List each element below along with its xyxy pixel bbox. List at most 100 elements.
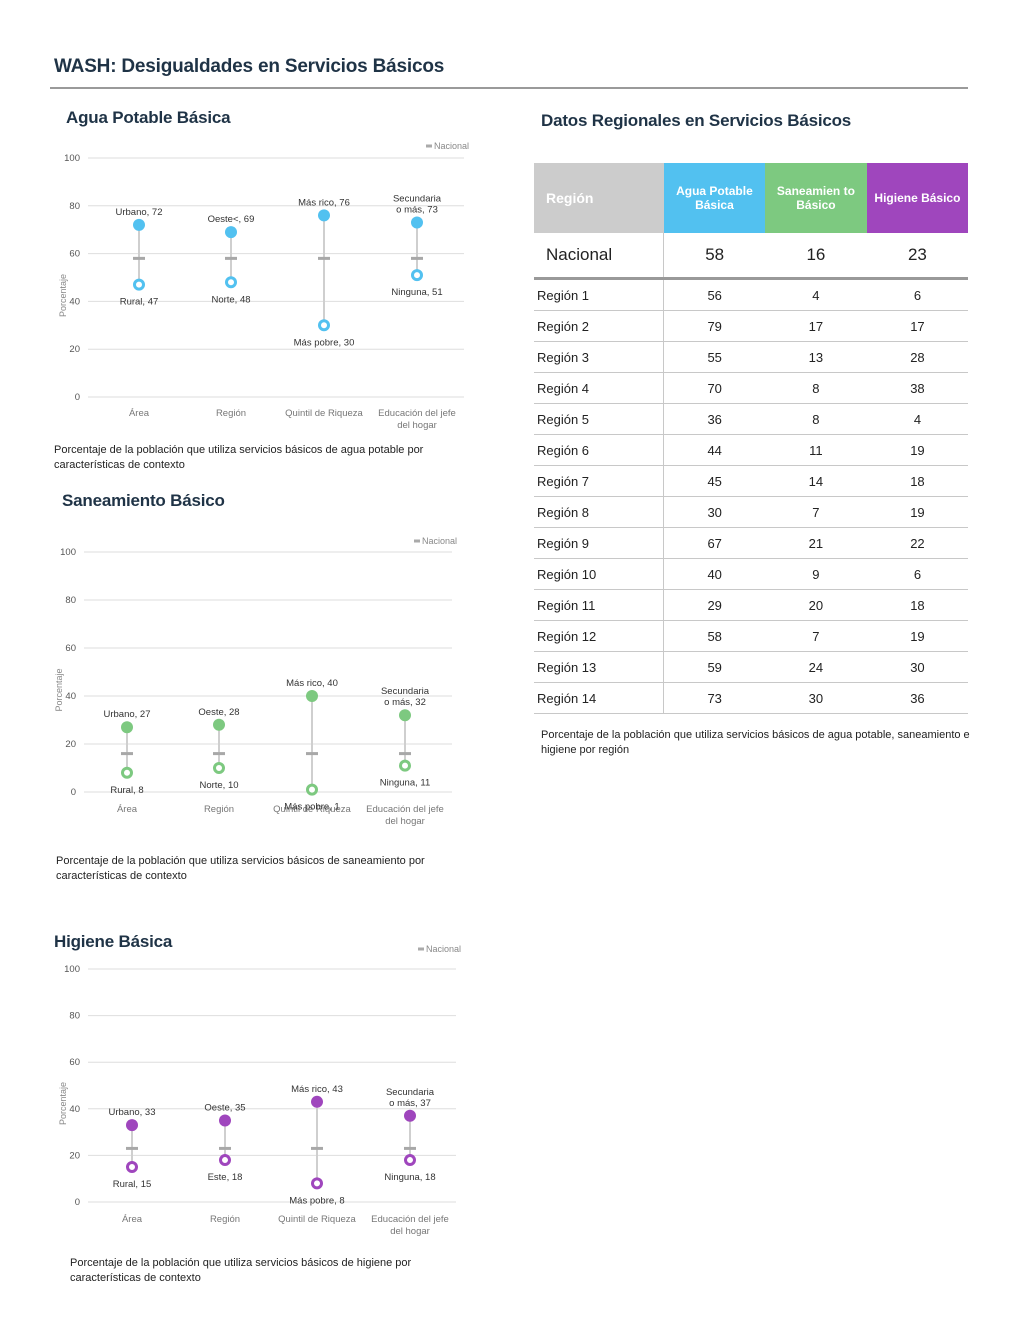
cell-agua: 58 [664,233,765,279]
cell-higiene: 4 [867,404,968,435]
caption-higiene: Porcentaje de la población que utiliza s… [70,1256,440,1286]
table-row: Región 11 29 20 18 [534,590,968,621]
low-point [135,280,144,289]
cell-region: Región 5 [534,404,664,435]
y-tick-label: 0 [75,392,80,403]
legend-national-label: Nacional [422,536,457,546]
cell-saneamiento: 7 [765,621,867,652]
cell-higiene: 19 [867,497,968,528]
y-tick-label: 20 [65,739,76,750]
low-point-label: Este, 18 [208,1172,243,1183]
x-tick-label: Región [216,408,246,419]
y-tick-label: 100 [64,964,80,975]
cell-higiene: 22 [867,528,968,559]
y-tick-label: 60 [69,249,80,260]
low-point-label: Ninguna, 18 [384,1172,435,1183]
low-point [215,764,224,773]
high-point-label: Oeste, 28 [198,707,239,718]
cell-agua: 29 [664,590,765,621]
high-point [219,1114,231,1126]
high-point-label: Más rico, 76 [298,197,350,208]
y-tick-label: 80 [69,1011,80,1022]
title-divider [50,87,968,89]
caption-agua: Porcentaje de la población que utiliza s… [54,443,444,473]
high-point [133,219,145,231]
cell-agua: 30 [664,497,765,528]
y-tick-label: 40 [69,1104,80,1115]
cell-higiene: 19 [867,621,968,652]
cell-region: Región 8 [534,497,664,528]
high-point-label: Más rico, 40 [286,678,338,689]
cell-saneamiento: 14 [765,466,867,497]
cell-region: Región 11 [534,590,664,621]
high-point [126,1119,138,1131]
cell-higiene: 18 [867,466,968,497]
y-tick-label: 20 [69,1150,80,1161]
table-row-national: Nacional 58 16 23 [534,233,968,279]
high-point-label: Más rico, 43 [291,1084,343,1095]
cell-saneamiento: 13 [765,342,867,373]
y-tick-label: 40 [65,691,76,702]
y-axis-label: Porcentaje [58,274,68,317]
cell-agua: 79 [664,311,765,342]
cell-saneamiento: 9 [765,559,867,590]
cell-saneamiento: 30 [765,683,867,714]
table-header-row: Región Agua Potable Básica Saneamien to … [534,163,968,233]
low-point [320,321,329,330]
cell-region: Región 1 [534,279,664,311]
y-tick-label: 60 [69,1057,80,1068]
low-point [413,271,422,280]
high-point [121,721,133,733]
cell-region: Región 14 [534,683,664,714]
header-agua: Agua Potable Básica [664,163,765,233]
y-tick-label: 0 [75,1197,80,1208]
y-tick-label: 60 [65,643,76,654]
x-tick-label: Área [117,804,138,815]
low-point-label: Ninguna, 51 [391,287,442,298]
cell-region: Región 6 [534,435,664,466]
high-point-label: Secundaria o más, 32 [381,686,430,708]
cell-agua: 67 [664,528,765,559]
cell-saneamiento: 21 [765,528,867,559]
low-point-label: Rural, 15 [113,1179,152,1190]
table-row: Región 6 44 11 19 [534,435,968,466]
high-point-label: Secundaria o más, 37 [386,1087,435,1109]
high-point [399,709,411,721]
cell-agua: 56 [664,279,765,311]
legend-national-label: Nacional [434,141,469,151]
chart-higiene: 020406080100PorcentajeNacionalÁrea Región… [40,938,480,1243]
x-tick-label: Quintil de Riqueza [285,408,363,419]
low-point-label: Ninguna, 11 [380,778,431,789]
x-tick-label: Región [210,1214,240,1225]
header-higiene: Higiene Básico [867,163,968,233]
table-row: Región 3 55 13 28 [534,342,968,373]
low-point [401,761,410,770]
cell-region: Región 7 [534,466,664,497]
table-row: Región 9 67 21 22 [534,528,968,559]
y-tick-label: 20 [69,344,80,355]
high-point [213,719,225,731]
low-point [406,1156,415,1165]
high-point [225,226,237,238]
table-row: Región 4 70 8 38 [534,373,968,404]
cell-region: Región 9 [534,528,664,559]
cell-region: Nacional [534,233,664,279]
high-point-label: Urbano, 27 [103,709,150,720]
y-tick-label: 80 [69,201,80,212]
cell-region: Región 2 [534,311,664,342]
y-tick-label: 100 [64,153,80,164]
low-point [123,768,132,777]
cell-region: Región 4 [534,373,664,404]
table-row: Región 5 36 8 4 [534,404,968,435]
x-tick-label: Área [122,1214,143,1225]
low-point [128,1163,137,1172]
cell-higiene: 23 [867,233,968,279]
header-region: Región [534,163,664,233]
high-point-label: Urbano, 72 [115,207,162,218]
high-point [306,690,318,702]
cell-higiene: 6 [867,559,968,590]
y-tick-label: 80 [65,595,76,606]
cell-higiene: 18 [867,590,968,621]
cell-higiene: 6 [867,279,968,311]
low-point-label: Rural, 8 [110,785,143,796]
